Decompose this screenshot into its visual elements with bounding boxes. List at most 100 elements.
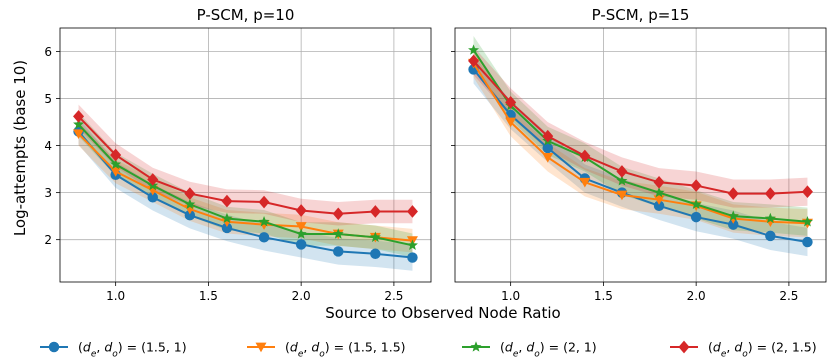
data-point	[542, 152, 554, 163]
data-point	[801, 185, 813, 199]
data-point	[295, 228, 307, 239]
data-point	[332, 207, 344, 221]
series-line	[77, 130, 413, 259]
data-point	[579, 177, 591, 188]
legend-label: (de, do) = (1.5, 1.5)	[285, 340, 406, 360]
data-point	[295, 239, 307, 250]
data-point	[221, 222, 233, 234]
x-tick-label: 2.5	[779, 289, 798, 303]
legend-marker	[678, 340, 690, 354]
data-point	[616, 165, 628, 178]
data-point	[468, 44, 480, 55]
legend-label: (de, do) = (1.5, 1)	[78, 340, 187, 360]
data-point	[653, 175, 665, 189]
data-point	[690, 198, 702, 210]
data-point	[542, 129, 554, 143]
data-point	[184, 187, 196, 200]
data-point	[147, 192, 158, 203]
data-point	[727, 187, 739, 200]
data-point	[332, 228, 344, 239]
data-point	[764, 212, 776, 224]
x-tick-label: 1.0	[106, 289, 125, 303]
data-point	[295, 204, 307, 217]
data-point	[295, 222, 307, 232]
axes-frame	[454, 27, 827, 283]
data-point	[802, 236, 813, 248]
series-line	[77, 115, 413, 215]
data-point	[184, 209, 196, 221]
data-point	[727, 210, 739, 221]
legend-marker	[48, 341, 60, 353]
data-point	[370, 248, 381, 260]
data-point	[221, 217, 233, 228]
x-axis-label: Source to Observed Node Ratio	[325, 304, 560, 322]
series-line	[472, 68, 808, 244]
y-tick-label: 6	[44, 45, 52, 59]
data-point	[505, 117, 517, 128]
series-line	[472, 62, 808, 225]
data-point	[579, 149, 591, 163]
y-tick-label: 3	[44, 186, 52, 200]
y-tick-label: 4	[44, 139, 52, 153]
data-point	[258, 195, 270, 209]
series-line	[472, 60, 808, 195]
data-point	[764, 217, 776, 228]
data-point	[728, 219, 739, 230]
series-line	[472, 49, 808, 223]
data-point	[690, 179, 702, 192]
confidence-band	[473, 36, 808, 236]
data-point	[110, 158, 122, 170]
y-axis-label: Log-attempts (base 10)	[11, 60, 29, 236]
data-point	[369, 231, 381, 242]
legend-label: (de, do) = (2, 1)	[500, 340, 597, 360]
data-point	[73, 110, 85, 123]
data-point	[653, 195, 665, 205]
data-point	[406, 205, 418, 218]
x-tick-label: 2.0	[292, 289, 311, 303]
x-tick-label: 2.5	[384, 289, 403, 303]
x-tick-label: 1.5	[199, 289, 218, 303]
data-point	[505, 95, 517, 109]
data-point	[690, 211, 702, 223]
panel-left: 1.0 1.5 2.0 2.5 2 3 4 5 6 P-SCM, p=10	[44, 6, 432, 303]
data-point	[147, 173, 159, 186]
data-point	[110, 148, 122, 162]
data-point	[653, 200, 665, 212]
axes-frame	[59, 27, 432, 283]
panel-right: 1.0 1.5 2.0 2.5 P-SCM, p=15	[451, 6, 827, 303]
legend-label: (de, do) = (2, 1.5)	[708, 340, 817, 360]
data-point	[764, 187, 776, 200]
data-point	[258, 216, 270, 227]
data-point	[73, 129, 85, 140]
data-point	[468, 54, 480, 68]
panel-title: P-SCM, p=15	[592, 6, 690, 24]
x-tick-label: 1.0	[501, 289, 520, 303]
x-tick-label: 1.5	[594, 289, 613, 303]
data-point	[616, 190, 628, 201]
y-tick-label: 2	[44, 233, 52, 247]
data-point	[184, 198, 196, 210]
data-point	[542, 142, 553, 154]
data-point	[221, 194, 233, 208]
y-tick-label: 5	[44, 92, 52, 106]
data-point	[110, 167, 122, 177]
legend-marker	[470, 341, 482, 352]
data-point	[333, 246, 344, 257]
data-point	[765, 230, 776, 242]
data-point	[258, 232, 270, 243]
data-point	[616, 175, 628, 186]
series-line	[77, 123, 413, 247]
confidence-band	[78, 112, 413, 258]
data-point	[406, 239, 418, 250]
data-point	[73, 118, 85, 130]
data-point	[801, 216, 813, 227]
panel-title: P-SCM, p=10	[197, 6, 295, 24]
data-point	[369, 205, 381, 218]
data-point	[221, 212, 233, 224]
x-tick-label: 2.0	[687, 289, 706, 303]
legend-marker	[255, 342, 267, 353]
data-point	[653, 186, 665, 198]
legend: (de, do) = (1.5, 1) (de, do) = (1.5, 1.5)…	[40, 340, 817, 360]
data-point	[407, 252, 418, 263]
